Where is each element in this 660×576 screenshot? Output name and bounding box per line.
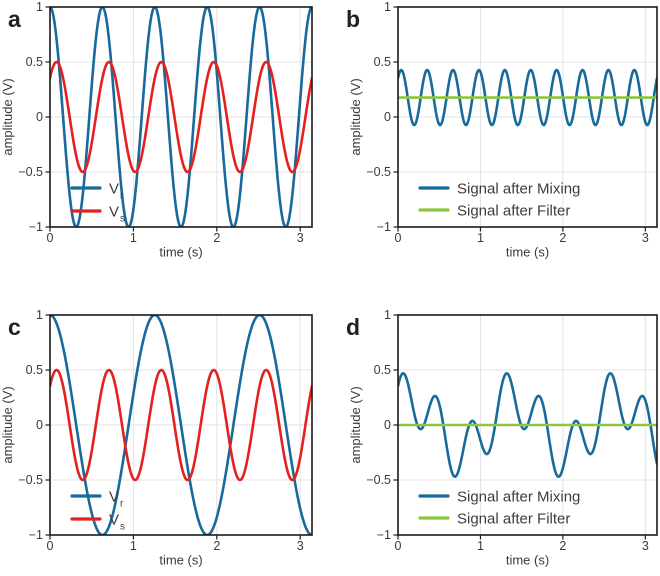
legend-label-subscript: r [120,499,124,510]
legend-label-main: Signal after Mixing [457,489,580,506]
legend-label-subscript: s [120,522,125,533]
legend-label-main: Signal after Mixing [457,181,580,198]
panel-b-chart: 0 1 2 3 1 0.5 0 −0.5 −1 time (s) amplitude (V) b Sig… [346,0,658,260]
x-tick-label: 3 [297,539,304,553]
x-axis-label: time (s) [506,245,549,260]
legend-label-main: Signal after Filter [457,511,570,528]
legend-label-vr: Vr [109,181,124,202]
x-tick-label: 1 [130,231,137,245]
legend-label-signal-after-mixing: Signal after Mixing [457,489,580,506]
legend-label-main: V [109,181,119,198]
x-tick-label: 3 [642,231,649,245]
panel-letter: c [8,314,21,340]
legend-label-subscript: r [120,191,124,202]
y-tick-label: −0.5 [18,165,43,179]
panel-letter: a [8,6,21,32]
x-tick-label: 2 [559,231,566,245]
x-axis-label: time (s) [159,245,202,260]
legend-label-main: V [109,512,119,529]
y-tick-label: −0.5 [18,473,43,487]
legend-label-vs: Vs [109,512,125,533]
y-tick-label: 0.5 [374,363,391,377]
x-tick-label: 0 [395,539,402,553]
x-axis-label: time (s) [159,553,202,568]
y-axis-label: amplitude (V) [348,78,363,155]
x-tick-label: 1 [130,539,137,553]
series-line-vs [49,368,313,482]
x-tick-label: 2 [559,539,566,553]
y-tick-label: 1 [36,0,43,14]
y-tick-label: 0 [36,418,43,432]
legend-label-vr: Vr [109,489,124,510]
y-tick-label: −1 [29,528,43,542]
x-tick-label: 0 [47,539,54,553]
y-axis-label: amplitude (V) [0,78,15,155]
y-axis-label: amplitude (V) [348,386,363,463]
y-tick-label: 0 [36,110,43,124]
y-tick-label: 1 [384,0,391,14]
legend-label-main: Signal after Filter [457,203,570,220]
y-tick-label: −1 [377,220,391,234]
series-line-signal-after-mixing [397,68,658,127]
x-tick-label: 1 [477,231,484,245]
y-tick-label: 0.5 [374,55,391,69]
y-tick-label: 0 [384,418,391,432]
x-tick-label: 0 [47,231,54,245]
legend-label-signal-after-mixing: Signal after Mixing [457,181,580,198]
y-tick-label: −1 [377,528,391,542]
y-axis-label: amplitude (V) [0,386,15,463]
y-tick-label: −0.5 [366,165,391,179]
legend-label-signal-after-filter: Signal after Filter [457,203,570,220]
y-tick-label: 0.5 [26,55,43,69]
y-tick-label: 1 [36,308,43,322]
y-tick-label: 0.5 [26,363,43,377]
panel-letter: b [346,6,360,32]
x-tick-label: 1 [477,539,484,553]
y-tick-label: −1 [29,220,43,234]
series-line-vs [49,60,313,174]
legend-label-signal-after-filter: Signal after Filter [457,511,570,528]
x-tick-label: 3 [642,539,649,553]
legend-label-subscript: s [120,214,125,225]
panel-d-chart: 0 1 2 3 1 0.5 0 −0.5 −1 time (s) amplitude (V) d Sig… [346,308,658,568]
x-axis-label: time (s) [506,553,549,568]
legend-label-vs: Vs [109,204,125,225]
legend-label-main: V [109,204,119,221]
panel-letter: d [346,314,360,340]
legend-label-main: V [109,489,119,506]
x-tick-label: 0 [395,231,402,245]
x-tick-label: 2 [213,231,220,245]
y-tick-label: 0 [384,110,391,124]
x-tick-label: 3 [297,231,304,245]
y-tick-label: 1 [384,308,391,322]
x-tick-label: 2 [213,539,220,553]
y-tick-label: −0.5 [366,473,391,487]
